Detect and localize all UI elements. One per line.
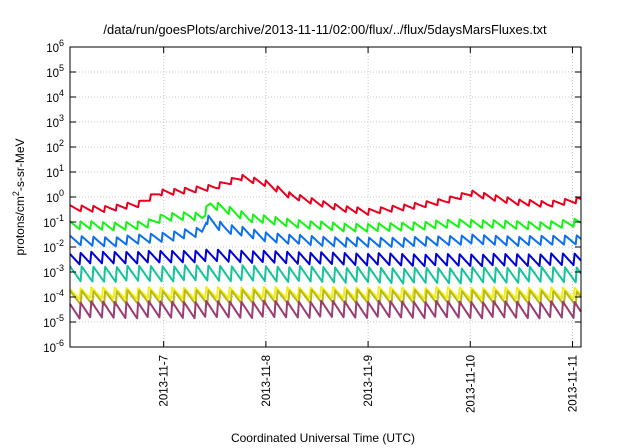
y-axis-ticks: 10-6 10-5 10-4 10-3 10-2 10-1 100 101 102 103 104 1…	[43, 38, 581, 355]
y-tick-label: 10-5	[43, 313, 64, 330]
x-tick-label: 2013-11-7	[159, 355, 171, 407]
y-tick-label: 106	[46, 38, 64, 55]
y-tick-label: 101	[46, 163, 64, 180]
x-tick-label: 2013-11-8	[261, 355, 273, 407]
x-tick-label: 2013-11-10	[465, 355, 477, 413]
series-group	[69, 173, 582, 320]
x-tick-label: 2013-11-11	[567, 355, 579, 412]
series-line-6	[69, 285, 582, 301]
y-tick-label: 10-4	[43, 288, 64, 305]
y-tick-label: 10-3	[43, 263, 64, 280]
series-line-1	[69, 173, 582, 216]
y-tick-label: 103	[46, 113, 64, 130]
y-tick-label: 100	[46, 188, 64, 205]
y-axis-label: protons/cm2-s-sr-MeV	[11, 138, 27, 255]
x-axis-label: Coordinated Universal Time (UTC)	[231, 431, 415, 445]
series-line-4	[69, 248, 582, 268]
x-tick-label: 2013-11-9	[363, 355, 375, 407]
series-line-7	[69, 288, 582, 307]
y-tick-label: 105	[46, 63, 64, 80]
y-tick-label: 102	[46, 138, 64, 155]
x-axis-ticks: 2013-11-7 2013-11-8 2013-11-9 2013-11-10 201…	[159, 47, 579, 413]
series-line-2	[69, 201, 582, 233]
y-tick-label: 10-1	[43, 213, 64, 230]
series-line-5	[69, 264, 582, 285]
y-tick-label: 10-6	[43, 338, 64, 355]
chart-title: /data/run/goesPlots/archive/2013-11-11/0…	[103, 22, 547, 37]
y-tick-label: 104	[46, 88, 64, 105]
series-line-8	[69, 299, 582, 320]
series-line-3	[69, 214, 582, 248]
y-tick-label: 10-2	[43, 238, 64, 255]
